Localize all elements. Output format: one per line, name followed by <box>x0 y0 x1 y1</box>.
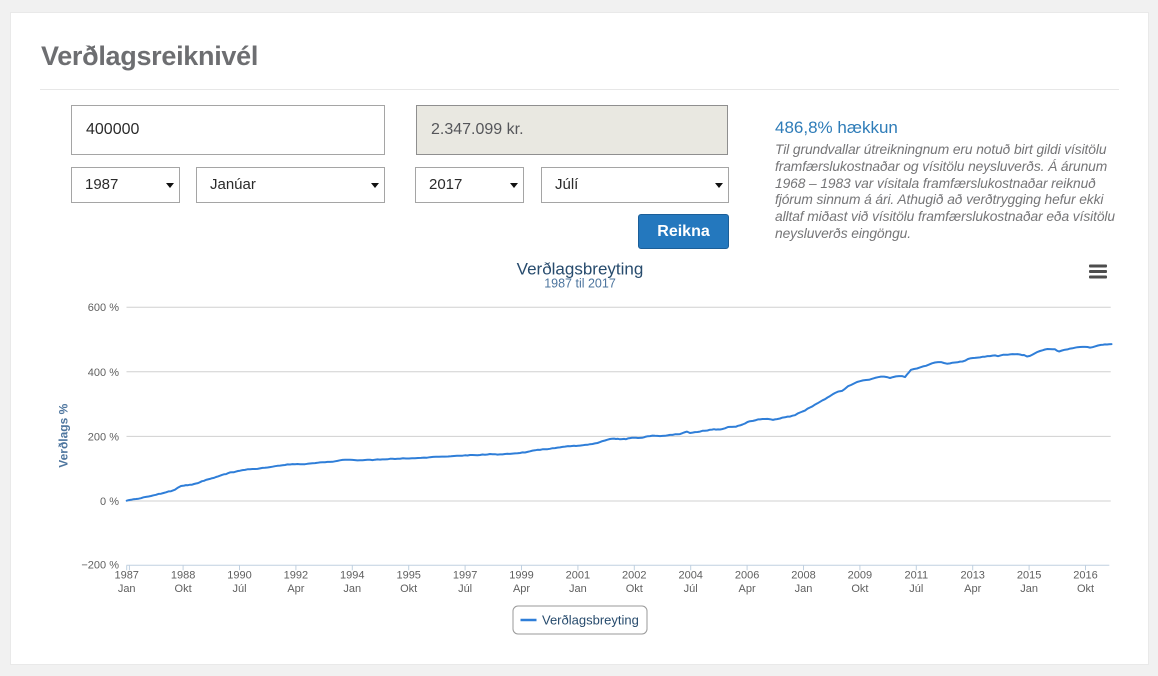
svg-text:0 %: 0 % <box>100 496 119 508</box>
svg-text:−200 %: −200 % <box>81 560 119 572</box>
svg-text:600 %: 600 % <box>88 302 119 314</box>
svg-text:Verðlags %: Verðlags % <box>57 403 71 467</box>
svg-text:1987 til 2017: 1987 til 2017 <box>544 277 616 291</box>
svg-text:200 %: 200 % <box>88 431 119 443</box>
svg-text:400 %: 400 % <box>88 367 119 379</box>
svg-text:Verðlagsbreyting: Verðlagsbreyting <box>542 613 639 628</box>
svg-text:Verðlagsbreyting: Verðlagsbreyting <box>517 260 644 279</box>
